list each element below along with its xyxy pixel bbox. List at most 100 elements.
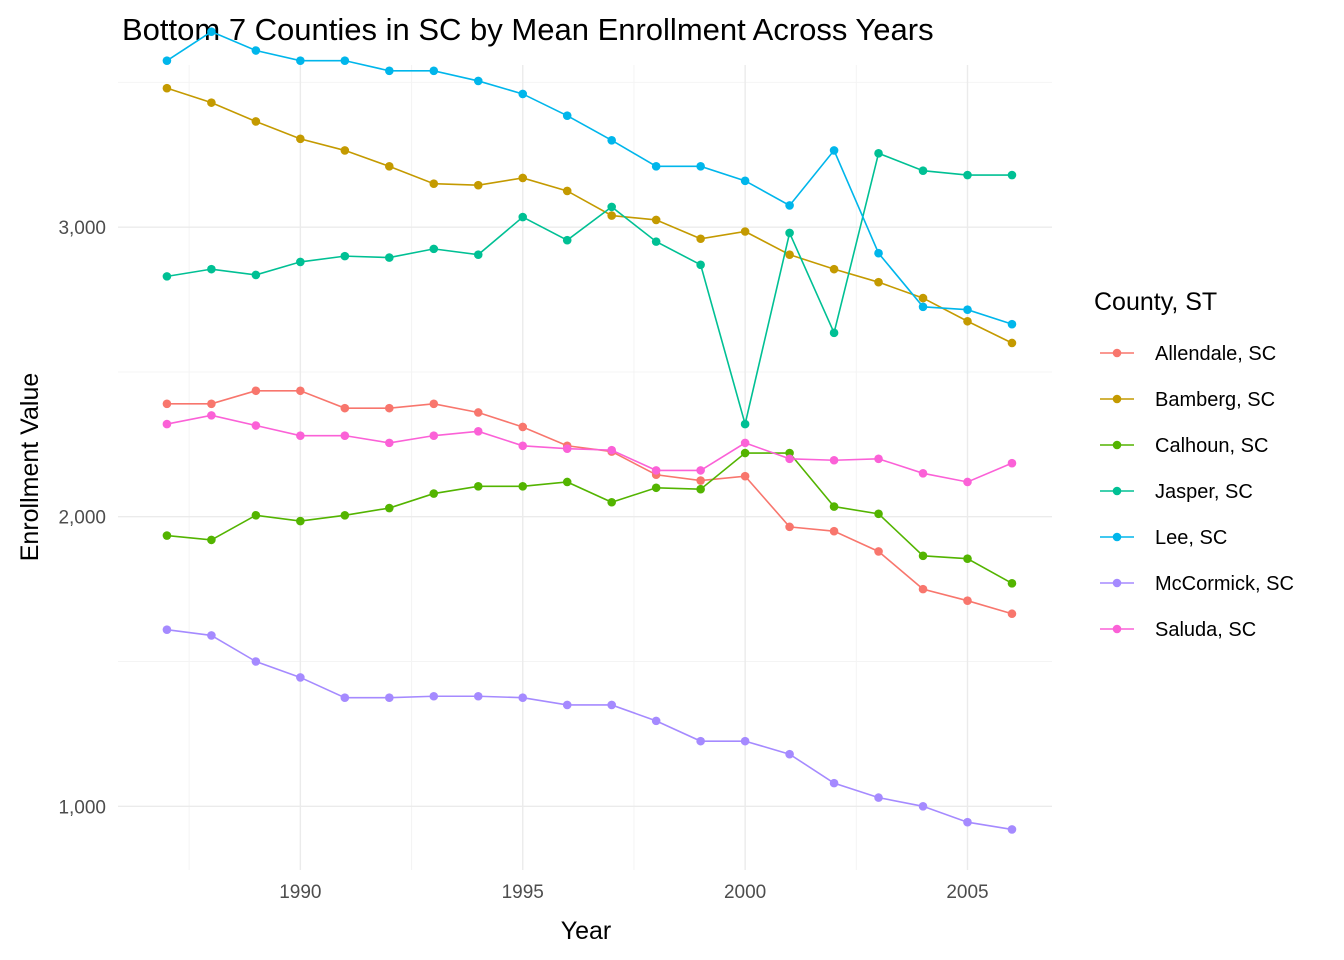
data-point bbox=[740, 736, 750, 746]
data-point bbox=[696, 260, 705, 270]
data-point bbox=[162, 399, 172, 409]
series-line bbox=[166, 452, 1013, 585]
data-point bbox=[162, 419, 172, 429]
legend-label: Jasper, SC bbox=[1155, 481, 1253, 503]
data-point bbox=[874, 509, 883, 519]
series-line bbox=[166, 30, 1013, 325]
legend-point-swatch bbox=[1112, 486, 1122, 496]
x-axis-ticks: 1990 1995 2000 2005 bbox=[279, 882, 988, 903]
data-point bbox=[385, 162, 394, 171]
data-point bbox=[296, 56, 305, 65]
data-point bbox=[829, 526, 839, 536]
series-saluda-sc bbox=[162, 411, 1017, 487]
data-point bbox=[207, 27, 216, 36]
data-point bbox=[829, 455, 839, 465]
data-point bbox=[696, 234, 705, 244]
data-point bbox=[385, 503, 394, 513]
x-tick-label: 1990 bbox=[279, 882, 321, 903]
legend-item: Saluda, SC bbox=[1100, 619, 1256, 641]
legend: County, ST Allendale, SC Bamberg, SC Calho… bbox=[1094, 288, 1294, 641]
legend-point-swatch bbox=[1112, 624, 1122, 634]
x-tick-label: 1995 bbox=[502, 882, 544, 903]
series-allendale-sc bbox=[162, 386, 1017, 619]
data-point bbox=[740, 471, 750, 481]
data-point bbox=[874, 793, 883, 802]
data-point bbox=[651, 466, 661, 475]
data-point bbox=[473, 482, 483, 491]
data-point bbox=[1007, 579, 1017, 588]
data-point bbox=[340, 146, 350, 155]
data-point bbox=[162, 531, 172, 540]
y-tick-label: 1,000 bbox=[58, 797, 106, 818]
data-point bbox=[785, 749, 794, 759]
series-line bbox=[166, 389, 1013, 615]
data-point bbox=[429, 179, 439, 189]
data-point bbox=[963, 170, 972, 180]
data-point bbox=[518, 482, 528, 491]
y-tick-label: 2,000 bbox=[58, 508, 106, 529]
legend-item: Allendale, SC bbox=[1100, 343, 1276, 365]
legend-item: Calhoun, SC bbox=[1100, 435, 1268, 457]
legend-label: McCormick, SC bbox=[1155, 573, 1294, 595]
data-point bbox=[251, 657, 261, 666]
series-line bbox=[166, 87, 1013, 344]
data-point bbox=[385, 438, 394, 448]
y-tick-label: 3,000 bbox=[58, 218, 106, 239]
data-point bbox=[740, 438, 750, 448]
data-point bbox=[251, 270, 261, 280]
data-point bbox=[429, 489, 439, 498]
data-point bbox=[385, 66, 394, 76]
data-point bbox=[696, 484, 705, 494]
data-point bbox=[473, 250, 483, 259]
y-axis-title: Enrollment Value bbox=[16, 373, 44, 562]
legend-label: Bamberg, SC bbox=[1155, 389, 1275, 411]
data-point bbox=[1007, 338, 1017, 348]
grid bbox=[118, 65, 1052, 870]
data-point bbox=[562, 111, 572, 120]
data-point bbox=[429, 431, 439, 440]
data-point bbox=[607, 700, 616, 710]
data-point bbox=[696, 476, 705, 485]
data-point bbox=[874, 277, 883, 287]
series-line bbox=[166, 628, 1013, 831]
data-point bbox=[296, 516, 305, 526]
data-point bbox=[518, 422, 528, 432]
data-point bbox=[162, 272, 172, 281]
data-point bbox=[651, 237, 661, 246]
data-point bbox=[740, 227, 750, 236]
data-point bbox=[829, 502, 839, 511]
data-point bbox=[874, 248, 883, 258]
legend-point-swatch bbox=[1112, 394, 1122, 404]
data-point bbox=[1007, 170, 1017, 180]
data-point bbox=[963, 316, 972, 326]
data-point bbox=[207, 411, 216, 420]
data-point bbox=[918, 302, 928, 312]
data-point bbox=[251, 117, 261, 126]
legend-item: Bamberg, SC bbox=[1100, 389, 1275, 411]
series-mccormick-sc bbox=[162, 625, 1017, 834]
data-point bbox=[1007, 825, 1017, 834]
series-jasper-sc bbox=[162, 149, 1017, 429]
y-axis-ticks: 1,000 2,000 3,000 bbox=[58, 218, 106, 818]
data-point bbox=[1007, 458, 1017, 468]
data-point bbox=[296, 134, 305, 144]
data-point bbox=[207, 98, 216, 107]
data-point bbox=[518, 212, 528, 222]
data-point bbox=[473, 76, 483, 86]
data-point bbox=[251, 46, 261, 55]
data-point bbox=[429, 66, 439, 76]
data-point bbox=[429, 691, 439, 701]
data-point bbox=[1007, 319, 1017, 329]
data-point bbox=[651, 716, 661, 726]
legend-label: Lee, SC bbox=[1155, 527, 1227, 549]
data-point bbox=[385, 403, 394, 413]
data-point bbox=[785, 250, 794, 259]
data-point bbox=[829, 146, 839, 155]
data-point bbox=[473, 408, 483, 417]
data-point bbox=[162, 83, 172, 93]
data-point bbox=[651, 483, 661, 493]
data-point bbox=[518, 693, 528, 703]
data-point bbox=[251, 386, 261, 396]
